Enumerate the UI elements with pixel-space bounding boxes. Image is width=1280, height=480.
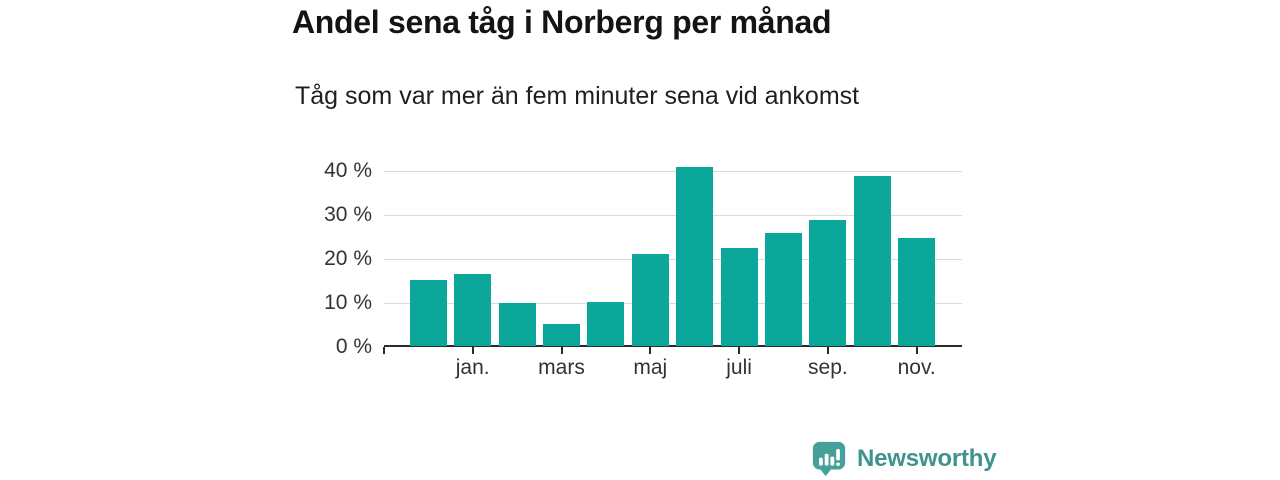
bar [587,302,625,346]
chart-title: Andel sena tåg i Norberg per månad [292,4,832,40]
bar [720,247,758,346]
bar [898,237,936,346]
x-tick [471,347,474,354]
x-axis-label: nov. [897,356,936,379]
y-axis-label: 10 % [324,291,372,314]
bar [631,253,669,346]
bar [676,166,714,346]
x-tick [915,347,918,354]
bar [543,323,580,346]
y-axis-label: 30 % [324,203,372,226]
x-axis-origin-tick [383,347,385,354]
bar [765,232,802,346]
x-axis-label: juli [726,356,752,379]
plot-area [383,160,962,354]
bar [809,219,847,346]
x-axis-label: jan. [455,356,490,379]
speech-bubble-bar-chart-icon [812,441,846,477]
gridline [384,214,962,216]
gridline [384,170,962,172]
logo-text: Newsworthy [857,445,997,472]
bar [409,279,447,346]
chart-subtitle: Tåg som var mer än fem minuter sena vid … [295,82,860,110]
x-axis-label: mars [538,356,585,379]
x-axis-label: sep. [808,356,848,379]
x-tick [560,347,563,354]
x-tick [649,347,652,354]
x-tick [826,347,829,354]
newsworthy-logo[interactable]: Newsworthy [810,440,997,478]
y-axis-label: 40 % [324,159,372,182]
x-tick [738,347,741,354]
y-axis-label: 0 % [335,335,372,358]
gridline [384,302,962,304]
x-axis-label: maj [633,356,668,379]
x-axis-line [384,345,962,347]
bar [853,175,891,346]
bar [454,274,492,346]
gridline [384,258,962,260]
bar [498,303,536,346]
y-axis-label: 20 % [324,247,372,270]
